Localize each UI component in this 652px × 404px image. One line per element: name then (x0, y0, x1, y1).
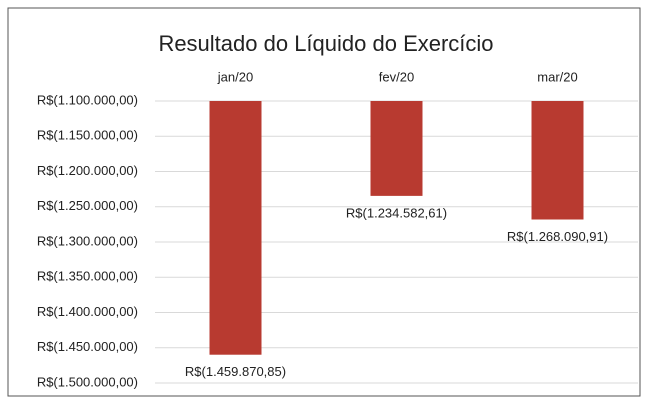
x-tick-label: jan/20 (217, 69, 253, 84)
y-tick-label: R$(1.450.000,00) (37, 339, 138, 354)
y-tick-label: R$(1.250.000,00) (37, 198, 138, 213)
x-tick-label: fev/20 (379, 69, 414, 84)
bar (209, 101, 262, 355)
chart-title: Resultado do Líquido do Exercício (158, 31, 493, 56)
bar (531, 101, 584, 220)
bar (370, 101, 423, 196)
y-tick-label: R$(1.350.000,00) (37, 269, 138, 284)
y-tick-label: R$(1.200.000,00) (37, 163, 138, 178)
y-tick-label: R$(1.150.000,00) (37, 128, 138, 143)
y-tick-label: R$(1.500.000,00) (37, 374, 138, 389)
y-tick-label: R$(1.300.000,00) (37, 233, 138, 248)
y-tick-label: R$(1.400.000,00) (37, 304, 138, 319)
data-label: R$(1.268.090,91) (507, 229, 608, 244)
data-label: R$(1.459.870,85) (185, 364, 286, 379)
x-tick-label: mar/20 (537, 69, 577, 84)
data-label: R$(1.234.582,61) (346, 205, 447, 220)
y-tick-label: R$(1.100.000,00) (37, 92, 138, 107)
